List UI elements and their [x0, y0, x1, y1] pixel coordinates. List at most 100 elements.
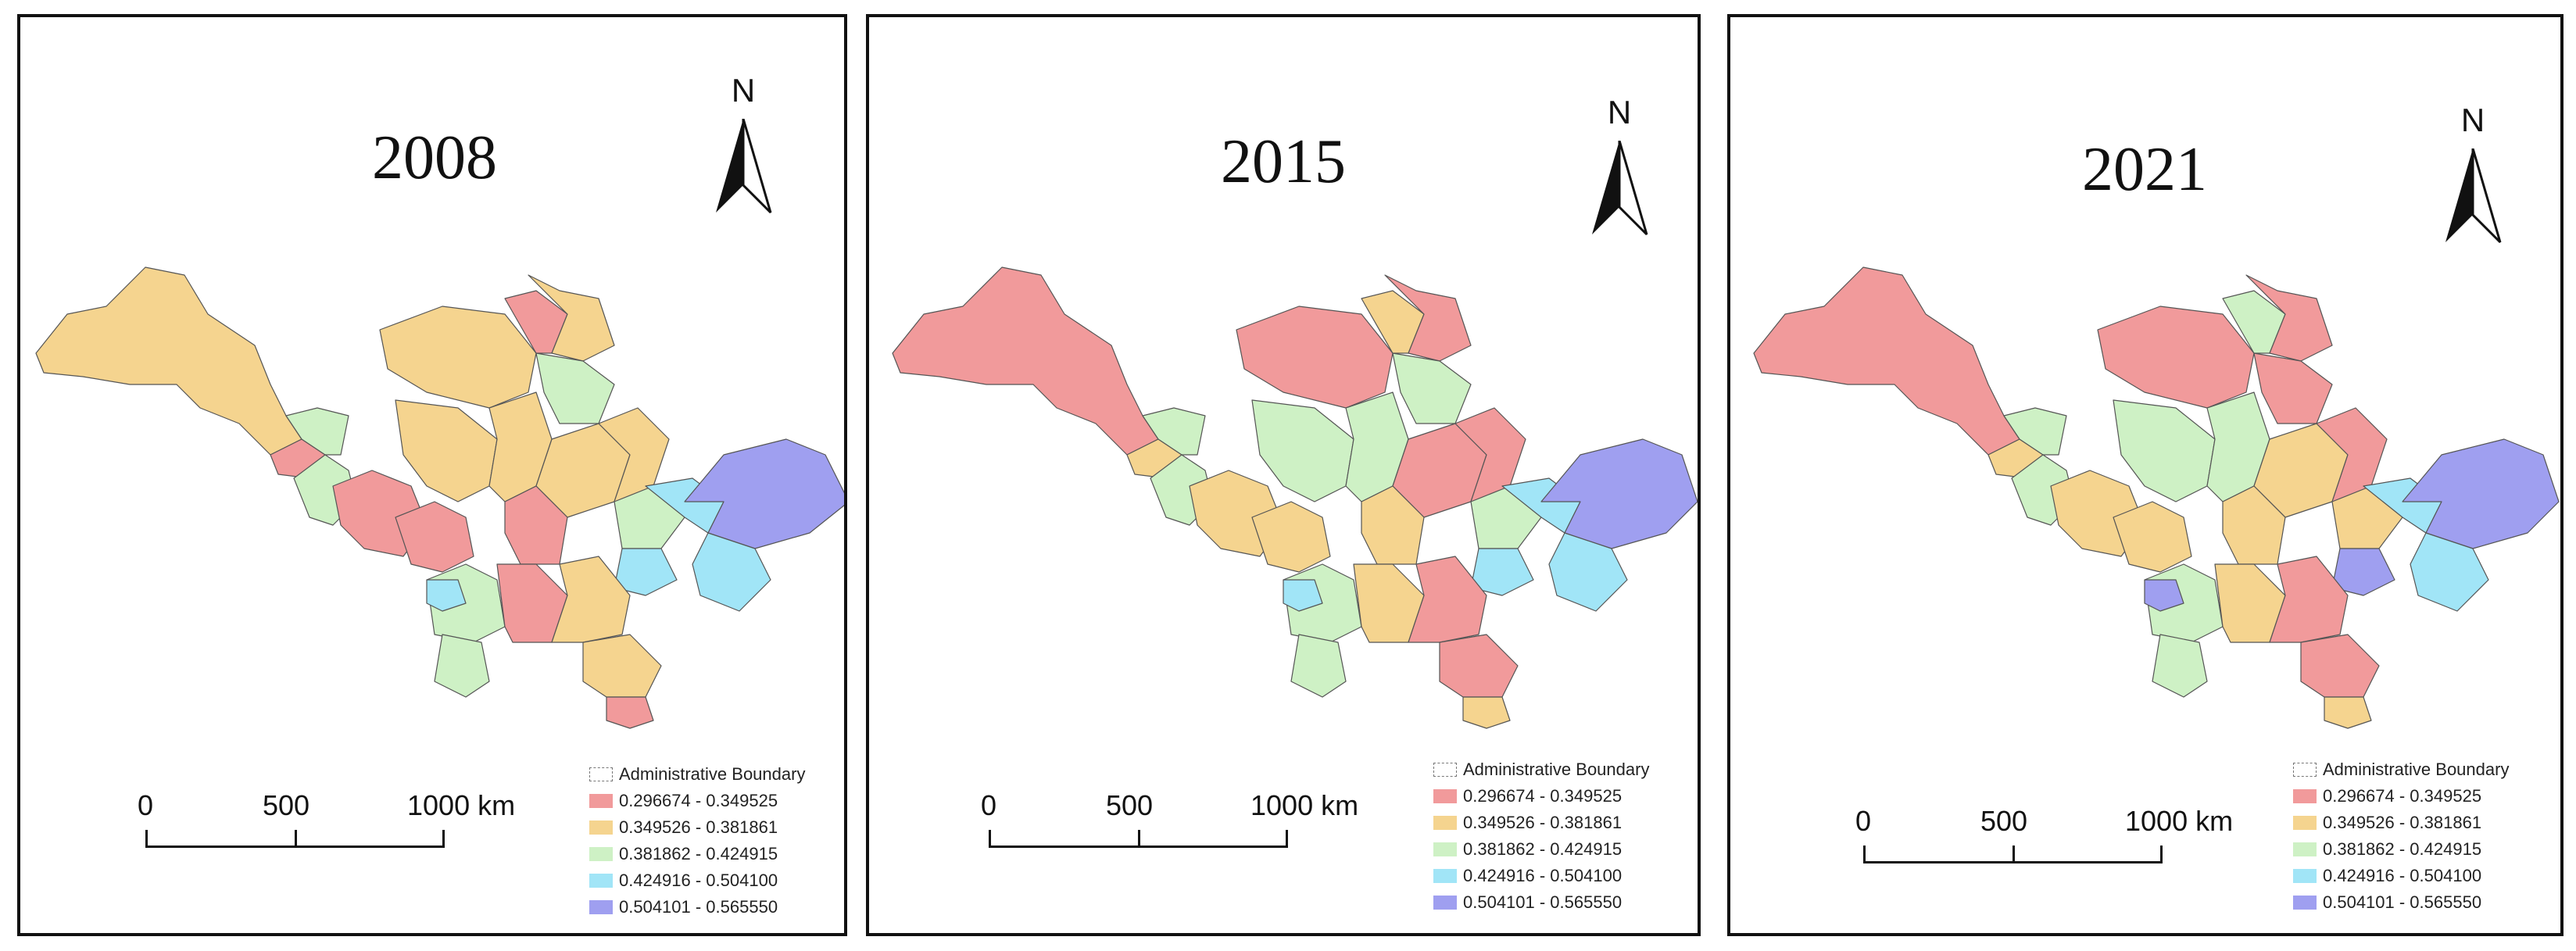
- legend-item: 0.504101 - 0.565550: [589, 894, 844, 921]
- legend-label: 0.504101 - 0.565550: [1463, 892, 1623, 912]
- legend-swatch: [1433, 896, 1457, 910]
- legend-swatch: [589, 821, 613, 835]
- north-arrow: N: [1584, 94, 1655, 242]
- legend-label: Administrative Boundary: [619, 764, 806, 784]
- legend-item-boundary: Administrative Boundary: [589, 761, 844, 788]
- scale-label-0: 0: [1855, 805, 1872, 837]
- scale-label-1000: 1000 km: [1250, 789, 1359, 821]
- legend-item: 0.424916 - 0.504100: [2293, 863, 2559, 889]
- legend-label: 0.349526 - 0.381861: [619, 817, 778, 837]
- region-polygon: [395, 501, 474, 573]
- region-polygon: [606, 696, 654, 729]
- legend-swatch: [589, 794, 613, 808]
- region-polygon: [1283, 579, 1323, 612]
- region-polygon: [2113, 501, 2192, 573]
- region-polygon: [1462, 696, 1511, 729]
- legend-item: 0.296674 - 0.349525: [589, 788, 844, 814]
- region-polygon: [1384, 274, 1472, 362]
- legend-item-boundary: Administrative Boundary: [1433, 756, 1698, 783]
- scale-tick: [442, 830, 445, 848]
- region-polygon: [2245, 274, 2333, 362]
- region-polygon: [2144, 579, 2184, 612]
- legend-item: 0.349526 - 0.381861: [2293, 810, 2559, 836]
- region-polygon: [1251, 399, 1354, 502]
- legend-item-boundary: Administrative Boundary: [2293, 756, 2559, 783]
- legend-swatch: [2293, 816, 2317, 830]
- legend-swatch: [589, 847, 613, 861]
- scale-tick: [1863, 846, 1866, 863]
- legend-label: 0.424916 - 0.504100: [619, 871, 778, 890]
- scale-tick: [1138, 830, 1140, 848]
- legend-item: 0.504101 - 0.565550: [2293, 889, 2559, 916]
- legend-swatch: [2293, 842, 2317, 856]
- region-map: [1753, 266, 2560, 729]
- region-polygon: [426, 579, 467, 612]
- map-panel-2021: 2021 N 0 500 1000 km Administrative Boun…: [1727, 14, 2563, 936]
- region-polygon: [692, 532, 771, 612]
- legend-swatch: [2293, 869, 2317, 883]
- year-title: 2008: [372, 123, 497, 192]
- region-polygon: [1251, 501, 1331, 573]
- region-polygon: [1236, 306, 1394, 409]
- legend-swatch: [2293, 896, 2317, 910]
- scale-tick: [1286, 830, 1288, 848]
- region-polygon: [379, 306, 537, 409]
- region-polygon: [684, 438, 844, 549]
- year-title: 2021: [2082, 135, 2207, 204]
- legend-item: 0.349526 - 0.381861: [589, 814, 844, 841]
- region-polygon: [1392, 352, 1472, 424]
- region-polygon: [2097, 306, 2255, 409]
- legend: Administrative Boundary 0.296674 - 0.349…: [589, 761, 844, 921]
- region-polygon: [2410, 532, 2489, 612]
- legend-item: 0.349526 - 0.381861: [1433, 810, 1698, 836]
- legend-item: 0.381862 - 0.424915: [589, 841, 844, 867]
- legend-swatch: [1433, 789, 1457, 803]
- region-polygon: [535, 352, 615, 424]
- region-polygon: [395, 399, 498, 502]
- year-title: 2015: [1221, 127, 1346, 196]
- legend-label: 0.381862 - 0.424915: [1463, 839, 1623, 859]
- legend-swatch: [1433, 816, 1457, 830]
- legend-swatch: [589, 874, 613, 888]
- boundary-swatch: [1433, 763, 1457, 777]
- region-polygon: [1290, 634, 1347, 698]
- region-polygon: [1753, 266, 2020, 456]
- region-polygon: [2253, 352, 2333, 424]
- map-panel-2015: 2015 N 0 500 1000 km Administrative Boun…: [866, 14, 1701, 936]
- legend-label: 0.349526 - 0.381861: [2323, 813, 2482, 832]
- region-polygon: [285, 407, 349, 456]
- region-map: [35, 266, 844, 729]
- scale-bar: 0 500 1000 km: [981, 789, 1358, 860]
- legend-label: 0.504101 - 0.565550: [2323, 892, 2482, 912]
- region-polygon: [1548, 532, 1628, 612]
- region-polygon: [528, 274, 615, 362]
- legend-swatch: [1433, 842, 1457, 856]
- scale-label-1000: 1000 km: [2125, 805, 2234, 837]
- north-arrow-icon: [1592, 141, 1648, 236]
- region-polygon: [1540, 438, 1698, 549]
- region-polygon: [2300, 634, 2380, 698]
- legend-label: 0.424916 - 0.504100: [1463, 866, 1623, 885]
- legend-item: 0.296674 - 0.349525: [1433, 783, 1698, 810]
- legend-label: 0.424916 - 0.504100: [2323, 866, 2482, 885]
- north-arrow-icon: [716, 119, 772, 214]
- scale-bar: 0 500 1000 km: [1855, 805, 2233, 875]
- region-polygon: [434, 634, 490, 698]
- scale-label-500: 500: [1980, 805, 2028, 837]
- legend-swatch: [589, 900, 613, 914]
- region-polygon: [2003, 407, 2067, 456]
- legend-item: 0.424916 - 0.504100: [589, 867, 844, 894]
- scale-tick: [145, 830, 148, 848]
- scale-tick: [2012, 846, 2015, 863]
- region-polygon: [1142, 407, 1206, 456]
- legend-label: 0.296674 - 0.349525: [2323, 786, 2482, 806]
- scale-tick: [2160, 846, 2163, 863]
- scale-tick: [989, 830, 991, 848]
- legend-label: 0.381862 - 0.424915: [619, 844, 778, 863]
- region-map: [892, 266, 1698, 729]
- region-polygon: [1408, 556, 1487, 643]
- scale-bar: 0 500 1000 km: [138, 789, 515, 860]
- scale-label-1000: 1000 km: [407, 789, 516, 821]
- region-polygon: [2113, 399, 2216, 502]
- legend-item: 0.381862 - 0.424915: [1433, 836, 1698, 863]
